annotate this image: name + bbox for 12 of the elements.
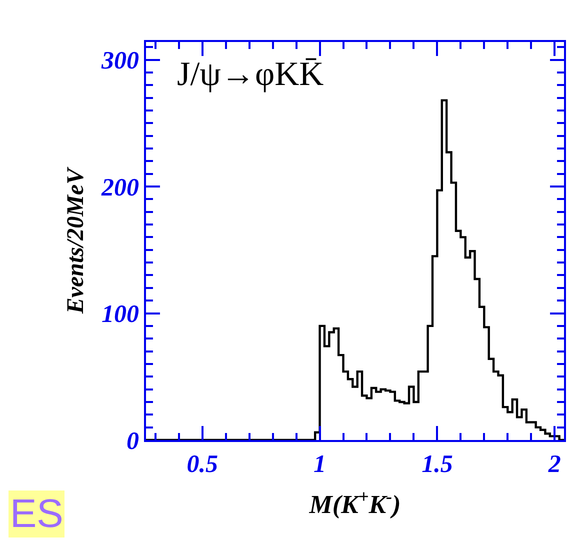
y-tick-label: 100 [102, 301, 140, 328]
y-tick-label: 200 [100, 174, 140, 202]
x-tick-label: 2 [547, 451, 561, 478]
text: ES [10, 492, 64, 536]
x-axis-title: M(K$^{+}$K$^{-}$) [308, 486, 401, 520]
y-tick-label: 0 [126, 428, 140, 455]
annotation: J/ψ→φKK̄ [177, 56, 324, 93]
y-axis-title: Events/20MeV [63, 166, 90, 315]
x-tick-label: 1 [314, 451, 326, 478]
x-tick-label: 1.5 [422, 451, 453, 478]
x-tick-label: 0.5 [186, 451, 218, 478]
y-tick-label: 300 [100, 48, 140, 74]
